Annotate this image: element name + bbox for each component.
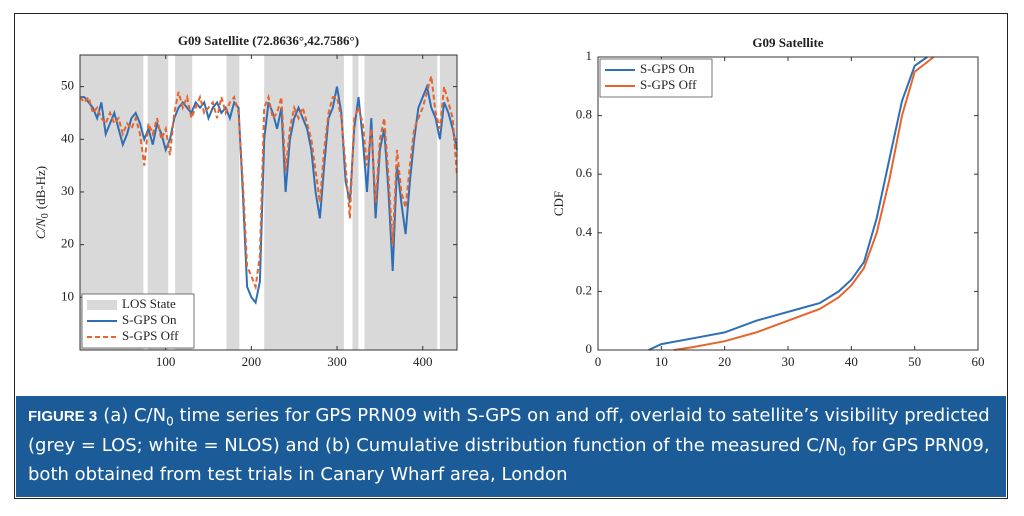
- x-tick-label: 100: [156, 354, 176, 369]
- caption: FIGURE 3 (a) C/N0 time series for GPS PRN…: [16, 396, 1006, 497]
- x-tick-label: 20: [718, 354, 731, 369]
- x-tick-label: 0: [595, 354, 602, 369]
- caption-text: for GPS PRN09, both obtained from test t…: [28, 434, 990, 486]
- y-tick-label: 50: [61, 78, 74, 93]
- series-line: [80, 83, 458, 305]
- series-line: [673, 56, 935, 351]
- legend-label: S-GPS On: [122, 312, 177, 327]
- y-tick-label: 0.4: [576, 224, 593, 239]
- y-axis-label: C/N0 (dB-Hz): [33, 166, 51, 239]
- x-tick-label: 40: [845, 354, 858, 369]
- legend-label: LOS State: [122, 296, 176, 311]
- y-tick-label: 0.2: [576, 282, 592, 297]
- y-label-main: C/N: [33, 217, 48, 239]
- legend-label: S-GPS On: [640, 61, 695, 76]
- y-tick-label: 20: [61, 236, 74, 251]
- los-region: [264, 55, 344, 350]
- los-region: [352, 55, 359, 350]
- x-tick-label: 10: [655, 354, 668, 369]
- caption-text: (a) C/N: [103, 405, 167, 426]
- legend-swatch: [87, 300, 117, 310]
- x-tick-label: 200: [242, 354, 262, 369]
- x-tick-label: 30: [782, 354, 795, 369]
- x-tick-label: 60: [972, 354, 985, 369]
- y-label-unit: (dB-Hz): [33, 166, 48, 209]
- caption-subscript: 0: [838, 444, 846, 459]
- series-line: [79, 75, 458, 291]
- figure-label: FIGURE 3: [28, 408, 98, 425]
- caption-text: time series for GPS PRN09 with S-GPS on …: [28, 405, 990, 456]
- los-region: [226, 55, 240, 350]
- charts: G09 Satellite (72.8636°,42.7586°)100 200 3…: [33, 33, 985, 369]
- chart-title: G09 Satellite: [752, 35, 823, 50]
- legend-label: S-GPS Off: [122, 328, 179, 343]
- y-tick-label: 10: [61, 288, 74, 303]
- series-line: [648, 56, 928, 351]
- y-tick-label: 1: [586, 48, 593, 63]
- y-label-subscript: 0: [40, 213, 51, 218]
- x-tick-label: 300: [327, 354, 347, 369]
- y-tick-label: 0.8: [576, 107, 592, 122]
- x-tick-label: 50: [908, 354, 921, 369]
- chart-title: G09 Satellite (72.8636°,42.7586°): [178, 33, 359, 48]
- los-region: [175, 55, 193, 350]
- legend-box: [599, 58, 713, 98]
- legend-label: S-GPS Off: [640, 77, 697, 92]
- los-region: [147, 55, 169, 350]
- x-tick-label: 400: [413, 354, 433, 369]
- plot-frame: [79, 54, 458, 351]
- y-tick-label: 0.6: [576, 165, 593, 180]
- y-axis-label: CDF: [551, 191, 566, 216]
- y-tick-label: 0: [586, 341, 593, 356]
- plot-frame: [597, 56, 979, 351]
- figure-frame: [14, 13, 1008, 499]
- caption-subscript: 0: [166, 414, 174, 429]
- y-tick-label: 40: [61, 130, 74, 145]
- y-tick-label: 30: [61, 183, 74, 198]
